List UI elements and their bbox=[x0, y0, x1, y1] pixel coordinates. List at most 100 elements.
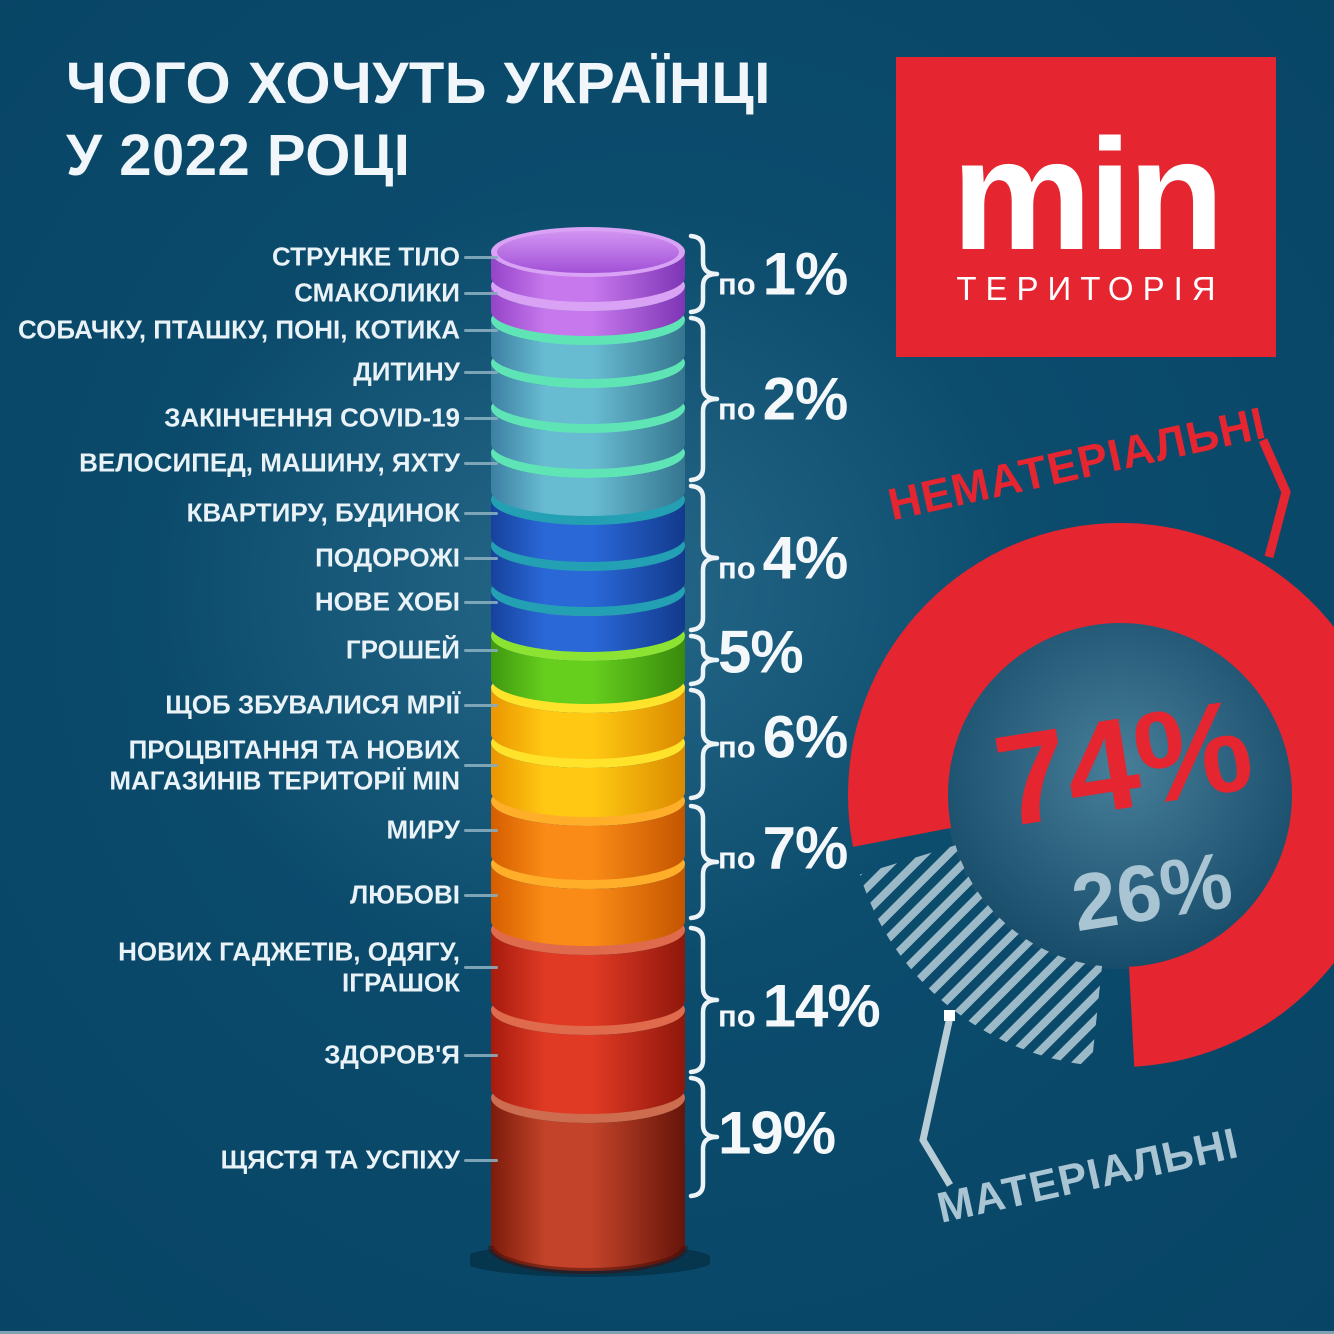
coin-body bbox=[491, 1098, 685, 1271]
coin-category-label: СТРУНКЕ ТІЛО bbox=[272, 241, 460, 272]
coin-body bbox=[491, 743, 685, 817]
coin bbox=[488, 1073, 688, 1274]
coin-rim bbox=[491, 475, 685, 525]
coin-body bbox=[491, 286, 685, 336]
coin-body bbox=[491, 453, 685, 516]
brand-logo: min ТЕРИТОРІЯ bbox=[896, 57, 1276, 357]
coin bbox=[491, 295, 685, 379]
coin bbox=[491, 611, 685, 704]
percent-value: 14% bbox=[762, 972, 881, 1040]
coin bbox=[491, 566, 685, 652]
coin-rim bbox=[491, 985, 685, 1035]
coin-category-label: ПРОЦВІТАННЯ ТА НОВИХ МАГАЗИНІВ ТЕРИТОРІЇ… bbox=[109, 734, 460, 795]
coin-rim bbox=[491, 1073, 685, 1123]
coin-category-label: НОВЕ ХОБІ bbox=[314, 586, 460, 617]
coin bbox=[491, 839, 685, 946]
coin-body bbox=[491, 636, 685, 704]
coin-rim bbox=[491, 718, 685, 768]
label-connector-line bbox=[464, 703, 498, 707]
coin-rim bbox=[491, 839, 685, 889]
label-connector-line bbox=[464, 556, 498, 560]
coin bbox=[491, 718, 685, 817]
coin-body bbox=[491, 408, 685, 469]
coin-category-label: ПОДОРОЖІ bbox=[315, 542, 460, 573]
label-connector-line bbox=[464, 648, 498, 652]
percent-value: 6% bbox=[762, 703, 849, 771]
percent-value: 19% bbox=[718, 1099, 836, 1167]
donut-label-material: МАТЕРІАЛЬНІ bbox=[932, 1119, 1243, 1233]
label-connector-line bbox=[464, 291, 498, 295]
coin-category-label: ЩОБ ЗБУВАЛИСЯ МРІЇ bbox=[165, 689, 460, 720]
label-connector-line bbox=[464, 416, 498, 420]
percent-prefix: по bbox=[718, 840, 756, 876]
coin bbox=[491, 227, 685, 302]
coin-category-label: ЛЮБОВІ bbox=[350, 879, 460, 910]
coin-body bbox=[491, 591, 685, 652]
label-connector-line bbox=[464, 255, 498, 259]
label-connector-line bbox=[464, 965, 498, 969]
coin-top-face bbox=[497, 231, 679, 273]
coin-rim bbox=[491, 227, 685, 277]
coin-rim bbox=[491, 566, 685, 616]
coin bbox=[491, 521, 685, 607]
percent-prefix: по bbox=[718, 729, 756, 765]
label-connector-line bbox=[464, 893, 498, 897]
coin bbox=[491, 663, 685, 759]
group-brace bbox=[688, 925, 720, 1075]
page-title-line1: ЧОГО ХОЧУТЬ УКРАЇНЦІ bbox=[66, 51, 771, 116]
coin-category-label: СОБАЧКУ, ПТАШКУ, ПОНІ, КОТИКА bbox=[17, 314, 460, 345]
group-percent-label: по 7% bbox=[718, 814, 849, 883]
coin-rim bbox=[491, 261, 685, 311]
coin-body bbox=[491, 252, 685, 302]
label-connector-line bbox=[464, 461, 498, 465]
coin-category-label: НОВИХ ГАДЖЕТІВ, ОДЯГУ, ІГРАШОК bbox=[118, 936, 460, 997]
percent-prefix: по bbox=[718, 266, 756, 302]
brand-logo-subtitle: ТЕРИТОРІЯ bbox=[956, 270, 1225, 308]
group-brace bbox=[688, 687, 720, 801]
coin-category-label: ЩЯСТЯ ТА УСПІХУ bbox=[220, 1144, 460, 1175]
coin bbox=[491, 261, 685, 336]
percent-prefix: по bbox=[718, 998, 756, 1034]
coin-rim bbox=[491, 776, 685, 826]
group-brace bbox=[688, 233, 720, 315]
coin-body bbox=[491, 546, 685, 607]
group-brace bbox=[688, 803, 720, 921]
label-connector-line bbox=[464, 370, 498, 374]
coin bbox=[491, 475, 685, 562]
page-bottom-edge bbox=[0, 1331, 1334, 1334]
label-connector-line bbox=[464, 600, 498, 604]
nonmaterial-leader-line bbox=[1258, 438, 1291, 559]
percent-value: 1% bbox=[762, 240, 849, 308]
coin-category-label: ВЕЛОСИПЕД, МАШИНУ, ЯХТУ bbox=[79, 447, 460, 478]
group-brace bbox=[688, 1075, 720, 1199]
coin-category-label: СМАКОЛИКИ bbox=[294, 277, 460, 308]
coin bbox=[491, 905, 685, 1026]
percent-value: 5% bbox=[718, 618, 804, 686]
label-connector-line bbox=[464, 763, 498, 767]
coin-rim bbox=[491, 663, 685, 713]
group-percent-label: по 2% bbox=[718, 365, 848, 434]
coin bbox=[491, 985, 685, 1114]
coin-category-label: ЗДОРОВ'Я bbox=[324, 1039, 460, 1070]
group-brace bbox=[688, 633, 720, 687]
coin-rim bbox=[491, 338, 685, 388]
coin-bottom-edge bbox=[488, 1245, 688, 1274]
coin bbox=[491, 383, 685, 469]
coin-rim bbox=[491, 295, 685, 345]
stack-shadow bbox=[470, 1243, 710, 1277]
donut-label-nonmaterial: НЕМАТЕРІАЛЬНІ bbox=[883, 396, 1271, 531]
coin-rim bbox=[491, 521, 685, 571]
group-brace bbox=[688, 483, 720, 633]
coin-body bbox=[491, 864, 685, 946]
percent-prefix: по bbox=[718, 550, 756, 586]
coin-body bbox=[491, 688, 685, 759]
label-connector-line bbox=[464, 511, 498, 515]
percent-value: 7% bbox=[762, 814, 849, 882]
coin-body bbox=[491, 1010, 685, 1114]
coin-body bbox=[491, 930, 685, 1026]
label-connector-line bbox=[464, 1053, 498, 1057]
coin-body bbox=[491, 801, 685, 880]
coin-category-label: ЗАКІНЧЕННЯ COVID-19 bbox=[164, 402, 460, 433]
coin-category-label: МИРУ bbox=[386, 814, 460, 845]
label-connector-line bbox=[464, 328, 498, 332]
